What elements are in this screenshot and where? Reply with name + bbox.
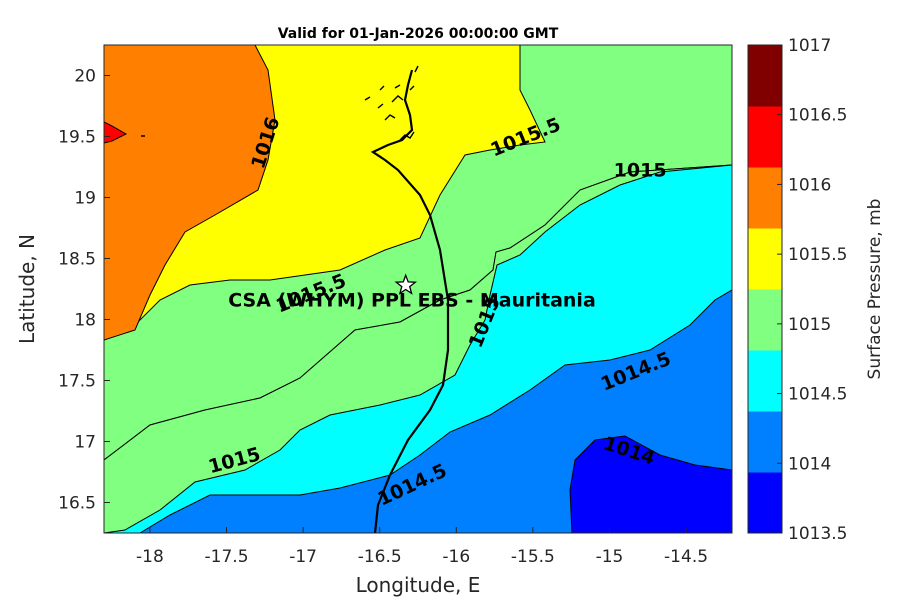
- colorbar-tick-label: 1016.5: [788, 106, 847, 126]
- site-marker-group: CSA (WHYM) PPL EBS - Mauritania: [228, 273, 596, 311]
- x-tick-label: -17.5: [205, 547, 249, 567]
- y-axis-ticks: 16.5 17 17.5 18 18.5 19 19.5 20: [58, 67, 110, 514]
- y-tick-label: 19: [74, 189, 96, 209]
- site-label: CSA (WHYM) PPL EBS - Mauritania: [228, 289, 596, 311]
- x-axis-ticks: -18 -17.5 -17 -16.5 -16 -15.5 -15 -14.5: [136, 527, 708, 567]
- colorbar-segment: [748, 45, 782, 107]
- colorbar-segment: [748, 289, 782, 351]
- colorbar-segment: [748, 228, 782, 290]
- x-tick-label: -15: [596, 547, 624, 567]
- plot-frame: [103, 44, 733, 534]
- y-tick-label: 18.5: [58, 250, 96, 270]
- x-tick-label: -15.5: [511, 547, 555, 567]
- colorbar-segment: [748, 350, 782, 412]
- map-title: Valid for 01-Jan-2026 00:00:00 GMT: [278, 26, 559, 42]
- colorbar-segment: [748, 167, 782, 229]
- colorbar-tick-label: 1017: [788, 36, 831, 56]
- x-tick-label: -17: [289, 547, 317, 567]
- colorbar-segment: [748, 472, 782, 534]
- y-tick-label: 17: [74, 433, 96, 453]
- coastline-islands: [364, 65, 419, 141]
- colorbar-segment: [748, 411, 782, 473]
- contour-plot-area: [104, 45, 732, 533]
- colorbar-frame: [747, 44, 783, 534]
- x-axis-label: Longitude, E: [356, 573, 481, 597]
- site-star-icon: [394, 273, 418, 295]
- colorbar-tick-label: 1014: [788, 454, 831, 474]
- y-tick-label: 17.5: [58, 372, 96, 392]
- contour-label: 1015: [614, 159, 667, 181]
- x-tick-label: -14.5: [664, 547, 708, 567]
- coastline: [370, 69, 450, 533]
- colorbar-tick-label: 1013.5: [788, 524, 847, 544]
- x-tick-label: -18: [136, 547, 164, 567]
- y-tick-label: 18: [74, 311, 96, 331]
- band-1013.5-1014: [569, 435, 732, 533]
- y-tick-label: 19.5: [58, 128, 96, 148]
- y-tick-label: 20: [74, 67, 96, 87]
- x-tick-label: -16: [442, 547, 470, 567]
- colorbar-tick-label: 1015.5: [788, 245, 847, 265]
- x-tick-label: -16.5: [358, 547, 402, 567]
- y-tick-label: 16.5: [58, 494, 96, 514]
- band-1016-1016.5: [104, 45, 276, 341]
- colorbar-tick-label: 1014.5: [788, 385, 847, 405]
- colorbar-segment: [748, 106, 782, 168]
- band-1016.5-1017: [104, 121, 128, 144]
- colorbar: 1013.5 1014 1014.5 1015 1015.5 1016 1016.5 1017: [747, 36, 847, 544]
- y-axis-label: Latitude, N: [15, 234, 39, 344]
- colorbar-label: Surface Pressure, mb: [865, 199, 885, 380]
- colorbar-tick-label: 1016: [788, 175, 831, 195]
- colorbar-tick-label: 1015: [788, 315, 831, 335]
